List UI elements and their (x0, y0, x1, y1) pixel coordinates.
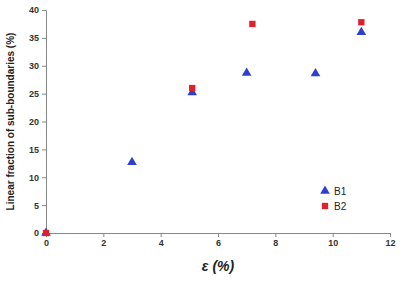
x-tick-label: 8 (273, 238, 278, 248)
legend-label: B2 (334, 201, 347, 212)
y-tick: 10 (29, 173, 46, 183)
y-tick-label: 10 (29, 173, 39, 183)
y-tick: 5 (34, 201, 46, 211)
legend-item: B1 (320, 185, 346, 197)
legend-marker (320, 185, 330, 193)
plot: 0246810120510152025303540B1B2 (29, 5, 396, 248)
point (189, 85, 195, 91)
y-axis-line (42, 11, 47, 234)
y-tick: 30 (29, 61, 46, 71)
y-axis-title: Linear fraction of sub-boundaries (%) (5, 33, 16, 211)
series-0 (41, 27, 366, 236)
y-tick-mark (42, 38, 46, 39)
y-tick-mark (42, 66, 46, 67)
x-tick-mark (103, 233, 104, 237)
y-tick-mark (42, 122, 46, 123)
y-tick-mark (42, 205, 46, 206)
y-tick-label: 35 (29, 33, 39, 43)
x-tick-mark (275, 233, 276, 237)
x-tick-label: 4 (159, 238, 164, 248)
x-tick-label: 10 (328, 238, 338, 248)
legend: B1B2 (320, 185, 346, 212)
y-tick-label: 15 (29, 145, 39, 155)
y-tick: 15 (29, 145, 46, 155)
y-tick: 40 (29, 5, 46, 15)
y-tick: 25 (29, 89, 46, 99)
x-tick: 8 (273, 233, 278, 248)
point (358, 19, 364, 25)
y-tick-mark (42, 149, 46, 150)
y-tick-label: 20 (29, 117, 39, 127)
x-tick-label: 2 (101, 238, 106, 248)
y-tick-label: 30 (29, 61, 39, 71)
x-tick-mark (161, 233, 162, 237)
legend-label: B1 (334, 186, 347, 197)
point (249, 21, 255, 27)
x-tick-mark (333, 233, 334, 237)
y-tick-mark (42, 10, 46, 11)
y-tick-mark (42, 177, 46, 178)
x-tick: 12 (385, 233, 395, 248)
x-axis: 0 2 4 6 8 10 12 (44, 233, 396, 248)
x-axis-title: ε (%) (202, 258, 235, 274)
x-tick: 6 (216, 233, 221, 248)
point (41, 227, 51, 235)
x-tick-label: 0 (44, 238, 49, 248)
y-tick-label: 0 (34, 228, 39, 238)
point (311, 68, 321, 76)
y-tick-label: 40 (29, 5, 39, 15)
y-tick-label: 5 (34, 201, 39, 211)
series-1 (43, 19, 365, 236)
x-axis-line (47, 234, 391, 238)
x-tick: 2 (101, 233, 106, 248)
x-tick-mark (390, 233, 391, 237)
x-tick-label: 12 (385, 238, 395, 248)
y-tick: 20 (29, 117, 46, 127)
legend-item: B2 (322, 201, 347, 212)
y-tick-label: 25 (29, 89, 39, 99)
points (41, 19, 366, 236)
point (43, 230, 49, 236)
point (357, 27, 367, 35)
legend-marker (322, 203, 328, 209)
point (242, 67, 252, 75)
point (127, 157, 137, 165)
x-tick: 4 (159, 233, 164, 248)
x-tick: 10 (328, 233, 338, 248)
chart: 0246810120510152025303540B1B2ε (%)Linear… (0, 0, 408, 281)
y-axis: 0 5 10 15 20 25 30 35 40 (29, 5, 47, 238)
y-tick: 35 (29, 33, 46, 43)
y-tick-mark (42, 94, 46, 95)
x-tick-mark (218, 233, 219, 237)
x-tick-label: 6 (216, 238, 221, 248)
